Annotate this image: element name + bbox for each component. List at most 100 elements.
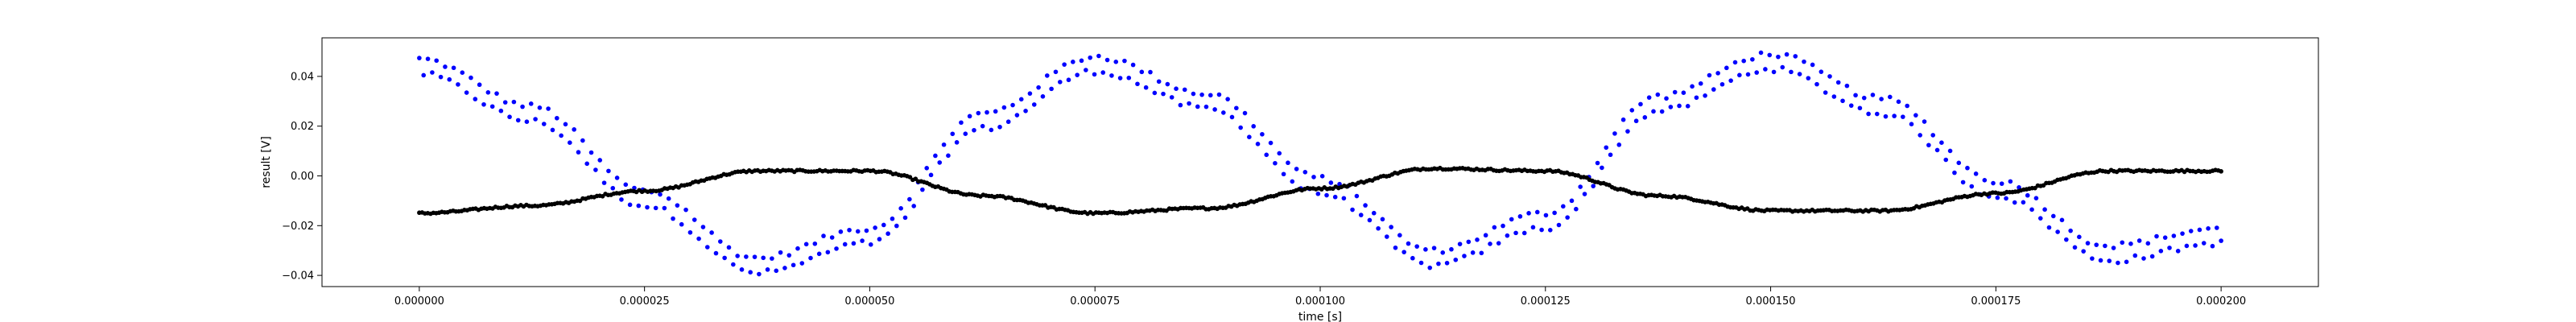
data-point — [1793, 54, 1798, 59]
data-point — [485, 90, 491, 95]
data-point — [1397, 233, 1402, 238]
data-point — [606, 168, 611, 174]
data-point — [748, 270, 753, 275]
data-point — [976, 110, 981, 116]
data-point — [1685, 104, 1690, 109]
data-point — [1883, 114, 1889, 119]
y-tick-label: 0.00 — [291, 171, 314, 183]
data-point — [2051, 213, 2056, 219]
data-point — [937, 160, 943, 165]
data-point — [1668, 105, 1674, 109]
data-point — [1703, 93, 1707, 98]
data-point — [623, 182, 629, 188]
data-point — [1956, 160, 1962, 166]
data-point — [1642, 115, 1648, 120]
data-point — [1681, 90, 1686, 95]
data-point — [1363, 203, 1368, 208]
y-tick-label: −0.02 — [282, 221, 314, 233]
data-point — [2085, 241, 2091, 246]
data-point — [1848, 103, 1854, 108]
data-point — [696, 236, 701, 242]
data-point — [972, 127, 976, 133]
data-point — [1152, 90, 1158, 96]
data-point — [619, 197, 624, 202]
data-point — [1001, 105, 1007, 110]
data-point — [1728, 78, 1733, 83]
data-point — [614, 175, 620, 180]
data-point — [1315, 191, 1321, 196]
data-point — [1771, 69, 1777, 75]
data-point — [1062, 62, 1067, 67]
data-point — [980, 123, 985, 129]
data-point — [2132, 253, 2138, 258]
data-point — [967, 114, 972, 119]
y-tick-label: 0.04 — [291, 71, 314, 83]
data-point — [933, 153, 938, 159]
data-point — [1574, 206, 1579, 212]
data-point — [993, 109, 998, 114]
data-point — [1995, 195, 2000, 200]
data-point — [1281, 171, 1286, 177]
data-point — [1273, 160, 1278, 166]
data-point — [563, 122, 568, 127]
data-point — [1892, 114, 1897, 118]
data-point — [1982, 178, 1988, 183]
data-point — [2077, 234, 2082, 240]
data-point — [1814, 81, 1819, 87]
data-point — [911, 204, 916, 208]
data-point — [946, 153, 951, 159]
data-point — [1625, 129, 1630, 134]
data-point — [959, 120, 964, 126]
data-point — [1385, 234, 1389, 239]
data-point — [1178, 102, 1183, 108]
data-point — [704, 245, 710, 250]
data-point — [555, 115, 559, 121]
x-axis-label: time [s] — [1298, 311, 1342, 322]
data-point — [2081, 249, 2086, 254]
series-1 — [417, 50, 2223, 277]
data-point — [417, 56, 422, 60]
data-point — [2008, 179, 2013, 184]
data-point — [1319, 174, 1325, 179]
data-point — [636, 203, 642, 208]
data-point — [1229, 114, 1235, 120]
data-point — [825, 250, 831, 255]
data-point — [1156, 79, 1162, 85]
data-point — [1165, 81, 1170, 87]
data-point — [1444, 260, 1450, 266]
data-point — [1483, 233, 1488, 238]
data-point — [1071, 60, 1075, 64]
data-point — [1169, 95, 1174, 100]
data-point — [890, 216, 895, 221]
data-point — [739, 267, 745, 272]
data-point — [1844, 83, 1850, 89]
data-point — [1044, 73, 1050, 78]
data-point — [997, 124, 1002, 130]
data-point — [2154, 233, 2159, 239]
data-point — [1840, 98, 1845, 104]
data-point — [1608, 152, 1613, 158]
data-point — [1616, 142, 1622, 147]
data-point — [1286, 160, 1290, 166]
data-point — [1014, 113, 1020, 118]
data-point — [1715, 71, 1720, 76]
data-point — [1659, 109, 1665, 114]
data-point — [842, 242, 848, 247]
data-point — [1823, 90, 1828, 95]
data-point — [713, 250, 719, 256]
data-point — [588, 150, 594, 155]
data-point — [731, 262, 736, 267]
data-point — [610, 185, 616, 191]
data-point — [2059, 217, 2065, 223]
data-point — [1922, 119, 1927, 124]
data-point — [1732, 60, 1738, 65]
data-point — [1126, 75, 1132, 80]
data-point — [1569, 198, 1575, 204]
data-point — [1539, 227, 1544, 233]
data-point — [700, 225, 706, 229]
data-point — [2033, 196, 2039, 200]
data-point — [1418, 260, 1424, 266]
data-point — [2042, 207, 2047, 213]
data-point — [511, 99, 517, 105]
data-point — [524, 119, 530, 124]
